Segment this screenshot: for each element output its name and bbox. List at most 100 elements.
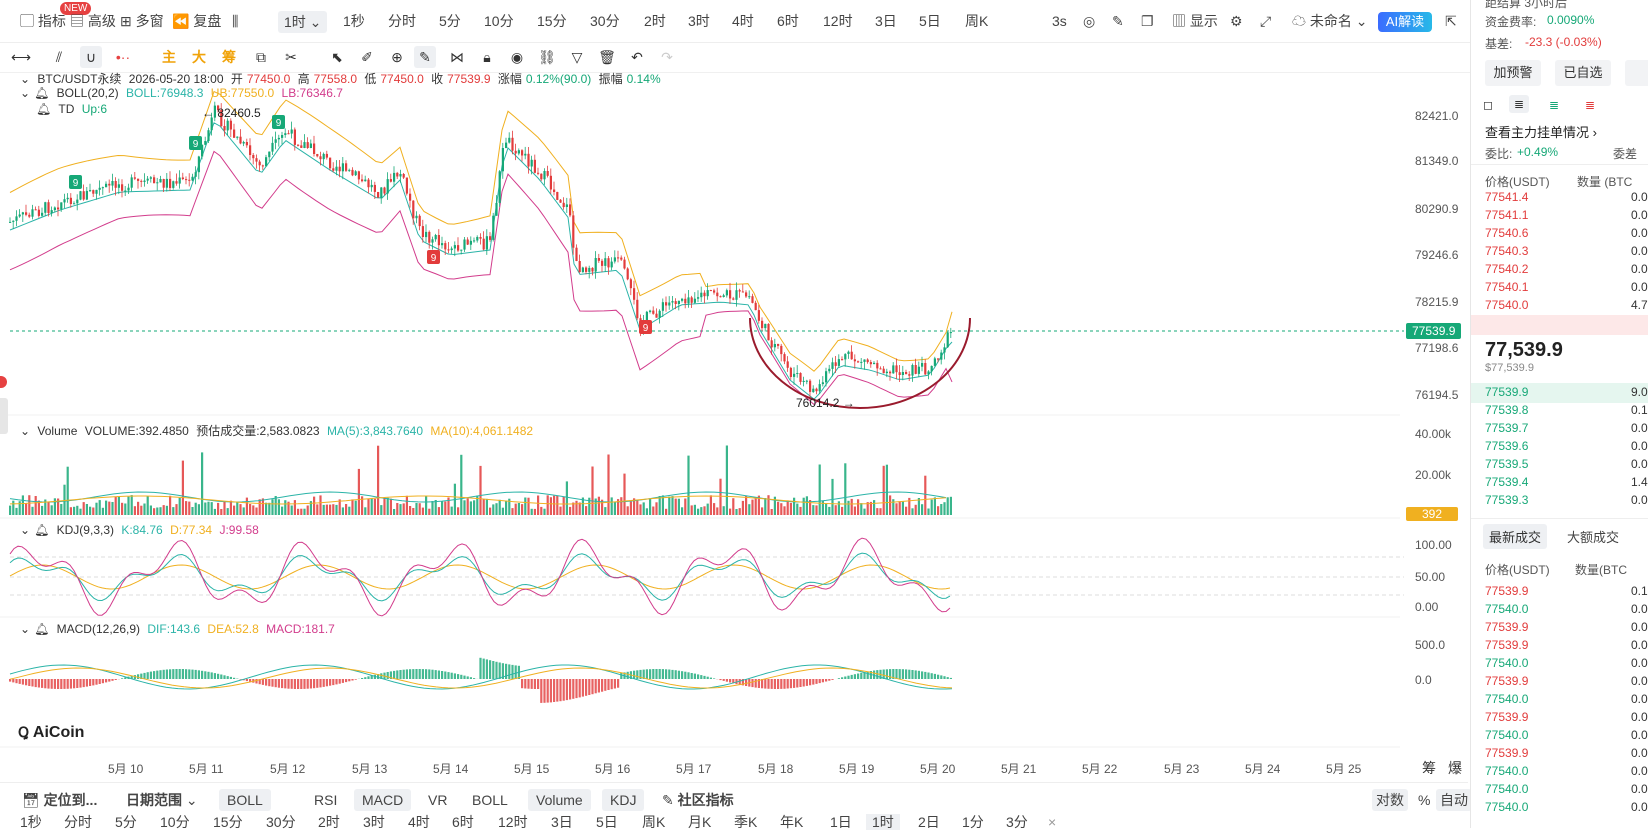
select-icon[interactable]: ⬉ bbox=[326, 46, 348, 68]
date-range-select[interactable]: 日期范围 ⌄ bbox=[126, 789, 198, 811]
template-select[interactable]: ☁ 未命名 ⌄ bbox=[1292, 0, 1368, 42]
pencil-icon[interactable]: ✎ bbox=[1112, 0, 1124, 42]
view-split-icon[interactable]: ≣ bbox=[1509, 95, 1529, 113]
indicator-rsi[interactable]: RSI bbox=[314, 789, 337, 811]
collapse-icon[interactable]: ⌄ bbox=[20, 72, 30, 86]
ruler-icon[interactable]: ✐ bbox=[356, 46, 378, 68]
interval-1s[interactable]: 1秒 bbox=[343, 0, 365, 42]
bell-icon[interactable]: 🔔︎ bbox=[36, 102, 51, 116]
log-scale-toggle[interactable]: 对数 bbox=[1372, 789, 1408, 811]
interval-30m[interactable]: 30分 bbox=[590, 0, 620, 42]
main-orders-link[interactable]: 查看主力挂单情况 › bbox=[1485, 122, 1597, 141]
advanced-button[interactable]: ▤ 高级 bbox=[70, 0, 116, 42]
indicator-volume[interactable]: Volume bbox=[528, 789, 591, 811]
draw-mode-icon[interactable]: ✎ bbox=[414, 46, 436, 68]
replay-button[interactable]: ⏪ 复盘 bbox=[172, 0, 221, 42]
indicator-vr[interactable]: VR bbox=[428, 789, 447, 811]
filter-icon[interactable]: ▽ bbox=[566, 46, 588, 68]
collapse-icon[interactable]: ⌄ bbox=[20, 523, 30, 537]
collapse-icon[interactable]: ⌄ bbox=[20, 86, 30, 100]
community-indicators-button[interactable]: ✎ 社区指标 bbox=[662, 789, 734, 811]
auto-scale-toggle[interactable]: 自动 bbox=[1436, 789, 1472, 811]
more-button[interactable] bbox=[1625, 60, 1648, 86]
interval-15m[interactable]: 15分 bbox=[537, 0, 567, 42]
chip-toggle[interactable]: 筹 bbox=[218, 46, 240, 68]
refresh-interval[interactable]: 3s bbox=[1052, 0, 1067, 42]
indicator-kdj[interactable]: KDJ bbox=[602, 789, 644, 811]
trend-line-icon[interactable]: ⫽ bbox=[48, 46, 70, 68]
bell-icon[interactable]: 🔔︎ bbox=[34, 86, 49, 100]
chart-type-icon[interactable]: ⫼ bbox=[232, 0, 238, 42]
view-bids-icon[interactable]: ≣ bbox=[1549, 98, 1559, 112]
liquidation-button[interactable]: 爆 bbox=[1448, 758, 1462, 778]
interval-5d[interactable]: 5日 bbox=[919, 0, 941, 42]
bell-icon[interactable]: 🔔︎ bbox=[34, 523, 49, 537]
interval-5m[interactable]: 5分 bbox=[439, 0, 461, 42]
trash-icon[interactable]: 🗑︎ bbox=[596, 46, 618, 68]
multi-window-button[interactable]: ⊞ 多窗 bbox=[120, 0, 164, 42]
main-force-toggle[interactable]: 主 bbox=[158, 46, 180, 68]
interval-3d[interactable]: 3日 bbox=[875, 0, 897, 42]
interval-2h[interactable]: 2时 bbox=[644, 0, 666, 42]
interval-6h[interactable]: 6时 bbox=[777, 0, 799, 42]
collapse-icon[interactable]: ⌄ bbox=[20, 424, 30, 438]
bell-icon[interactable]: 🔔︎ bbox=[34, 622, 49, 636]
copy-icon[interactable]: ❐ bbox=[1141, 0, 1154, 42]
dot-line-icon[interactable]: •·· bbox=[112, 46, 134, 68]
eye-icon[interactable]: ◉ bbox=[506, 46, 528, 68]
redo-icon[interactable]: ↷ bbox=[656, 46, 678, 68]
ai-analyze-button[interactable]: AI解读 bbox=[1378, 12, 1432, 32]
view-asks-icon[interactable]: ≣ bbox=[1585, 98, 1595, 112]
indicator-boll-main[interactable]: BOLL bbox=[219, 789, 271, 811]
view-both-icon[interactable]: ◻ bbox=[1483, 98, 1493, 112]
favorite-button[interactable]: 已自选 bbox=[1555, 60, 1611, 86]
interval-10m[interactable]: 10分 bbox=[484, 0, 514, 42]
horizontal-line-icon[interactable]: ⟷ bbox=[10, 46, 32, 68]
settings-icon[interactable]: ⚙ bbox=[1230, 0, 1243, 42]
interval-timeshare[interactable]: 分时 bbox=[388, 0, 416, 42]
interval-12h[interactable]: 12时 bbox=[823, 0, 853, 42]
undo-icon[interactable]: ↶ bbox=[626, 46, 648, 68]
arc-tool-icon[interactable]: ∪ bbox=[80, 46, 102, 68]
left-collapse-handle[interactable] bbox=[0, 398, 8, 434]
collapse-icon[interactable]: ⌄ bbox=[20, 622, 30, 636]
zoom-icon[interactable]: ⊕ bbox=[386, 46, 408, 68]
indicators-button[interactable]: ▢ 指标 bbox=[20, 0, 66, 42]
share-icon[interactable]: ⇱ bbox=[1445, 0, 1457, 42]
percent-scale-toggle[interactable]: % bbox=[1418, 789, 1430, 811]
lock-icon[interactable]: 🔒︎ bbox=[476, 46, 498, 68]
camera-icon[interactable]: ◎ bbox=[1083, 0, 1095, 42]
locate-button[interactable]: 📅︎ 定位到... bbox=[22, 789, 97, 811]
interval-4h[interactable]: 4时 bbox=[732, 0, 754, 42]
magnet-icon[interactable]: ⋈ bbox=[446, 46, 468, 68]
display-button[interactable]: ▥ 显示 bbox=[1172, 0, 1218, 42]
add-alert-button[interactable]: 加预警 bbox=[1485, 60, 1541, 86]
indicator-boll[interactable]: BOLL bbox=[472, 789, 508, 811]
link-icon[interactable]: ⛓ bbox=[536, 46, 558, 68]
interval-select[interactable]: 1时 ⌄ bbox=[278, 11, 327, 33]
fullscreen-icon[interactable]: ⤢ bbox=[1260, 0, 1271, 42]
tab-large-trades[interactable]: 大额成交 bbox=[1567, 527, 1619, 546]
